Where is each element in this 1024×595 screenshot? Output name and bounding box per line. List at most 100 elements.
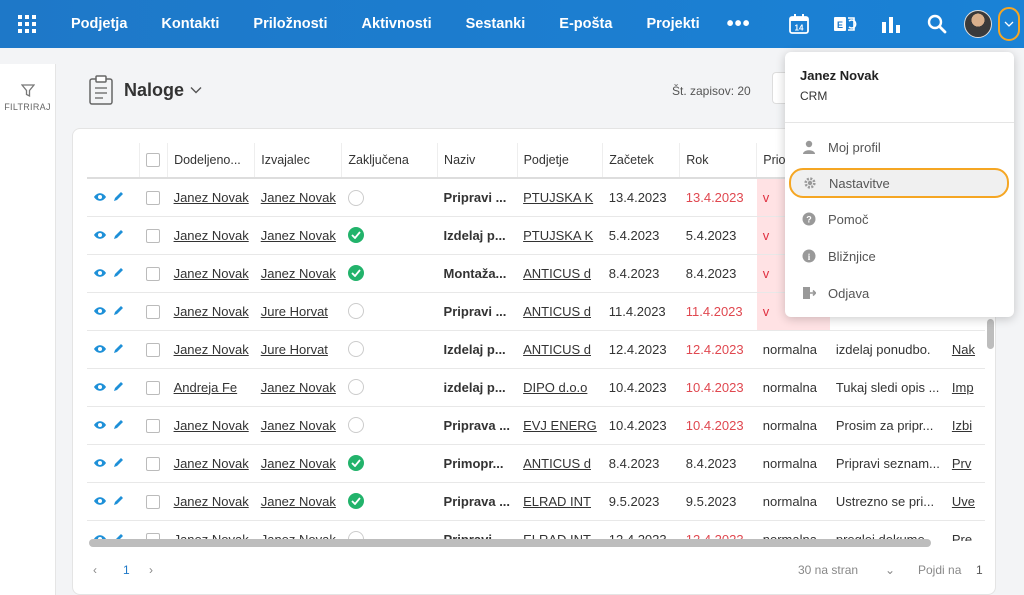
next-page-button[interactable]: › [149, 563, 153, 577]
table-row[interactable]: Janez Novak Janez Novak Pripravi ... ELRAD … [87, 520, 985, 541]
user-menu-toggle-button[interactable] [998, 7, 1020, 41]
edit-pencil-icon[interactable] [113, 495, 124, 506]
menu-item-logout[interactable]: Odjava [790, 278, 1008, 308]
prev-page-button[interactable]: ‹ [93, 563, 97, 577]
edit-pencil-icon[interactable] [113, 229, 124, 240]
cell-executor[interactable]: Janez Novak [254, 254, 342, 293]
row-checkbox[interactable] [145, 191, 160, 206]
cell-title[interactable]: Priprava ... [437, 482, 518, 521]
row-checkbox[interactable] [145, 304, 160, 319]
exchange-sync-icon[interactable]: E [822, 0, 868, 48]
menu-item-profile[interactable]: Moj profil [790, 132, 1008, 162]
row-select[interactable] [139, 330, 168, 369]
column-header-completed[interactable]: Zaključena [341, 143, 439, 179]
table-row[interactable]: Janez Novak Jure Horvat Izdelaj p... ANTICU… [87, 330, 985, 369]
page-size-chevron-icon[interactable]: ⌄ [885, 563, 896, 577]
filter-button[interactable]: FILTRIRAJ [0, 64, 55, 112]
nav-aktivnosti[interactable]: Aktivnosti [361, 16, 432, 32]
cell-title[interactable]: Izdelaj p... [437, 330, 518, 369]
user-avatar[interactable] [960, 0, 996, 48]
view-selector-chevron-icon[interactable] [190, 86, 202, 94]
edit-pencil-icon[interactable] [113, 419, 124, 430]
not-completed-circle-icon[interactable] [347, 417, 364, 434]
cell-assigned[interactable]: Janez Novak [167, 216, 255, 255]
cell-title[interactable]: Izdelaj p... [437, 216, 518, 255]
goto-page-input[interactable]: 1 [976, 563, 983, 577]
row-checkbox[interactable] [145, 228, 160, 243]
cell-title[interactable]: Pripravi ... [437, 178, 518, 217]
cell-assigned[interactable]: Janez Novak [167, 330, 255, 369]
row-checkbox[interactable] [145, 494, 160, 509]
cell-title[interactable]: Primopr... [437, 444, 518, 483]
menu-item-settings[interactable]: Nastavitve [789, 168, 1009, 198]
nav-kontakti[interactable]: Kontakti [161, 16, 220, 32]
view-eye-icon[interactable] [93, 344, 107, 354]
nav-podjetja[interactable]: Podjetja [71, 16, 128, 32]
cell-company[interactable]: ELRAD INT [517, 482, 603, 521]
header-select-all[interactable] [139, 143, 169, 179]
menu-item-help[interactable]: ? Pomoč [790, 204, 1008, 234]
cell-executor[interactable]: Janez Novak [254, 368, 342, 407]
cell-title[interactable]: Pripravi ... [437, 520, 518, 541]
table-row[interactable]: Janez Novak Janez Novak Priprava ... EVJ EN… [87, 406, 985, 445]
cell-assigned[interactable]: Andreja Fe [167, 368, 255, 407]
row-select[interactable] [139, 482, 168, 521]
row-select[interactable] [139, 292, 168, 331]
cell-title[interactable]: Pripravi ... [437, 292, 518, 331]
cell-assigned[interactable]: Janez Novak [167, 406, 255, 445]
row-select[interactable] [139, 406, 168, 445]
cell-title[interactable]: Priprava ... [437, 406, 518, 445]
column-header-due[interactable]: Rok [679, 143, 758, 179]
edit-pencil-icon[interactable] [113, 381, 124, 392]
cell-company[interactable]: PTUJSKA K [517, 216, 603, 255]
cell-assigned[interactable]: Janez Novak [167, 520, 255, 541]
nav-priloznosti[interactable]: Priložnosti [253, 16, 328, 32]
view-eye-icon[interactable] [93, 458, 107, 468]
row-select[interactable] [139, 216, 168, 255]
cell-assigned[interactable]: Janez Novak [167, 254, 255, 293]
view-eye-icon[interactable] [93, 230, 107, 240]
cell-executor[interactable]: Janez Novak [254, 178, 342, 217]
table-row[interactable]: Andreja Fe Janez Novak izdelaj p... DIPO d.… [87, 368, 985, 407]
table-row[interactable]: Janez Novak Janez Novak Priprava ... ELRAD … [87, 482, 985, 521]
cell-executor[interactable]: Janez Novak [254, 216, 342, 255]
not-completed-circle-icon[interactable] [347, 379, 364, 396]
completed-check-icon[interactable] [347, 455, 364, 472]
row-checkbox[interactable] [145, 456, 160, 471]
row-checkbox[interactable] [145, 532, 160, 541]
column-header-assigned[interactable]: Dodeljeno... [167, 143, 256, 179]
view-eye-icon[interactable] [93, 382, 107, 392]
cell-company[interactable]: ANTICUS d [517, 292, 603, 331]
cell-executor[interactable]: Janez Novak [254, 406, 342, 445]
cell-company[interactable]: DIPO d.o.o [517, 368, 603, 407]
nav-projekti[interactable]: Projekti [646, 16, 700, 32]
view-eye-icon[interactable] [93, 496, 107, 506]
row-select[interactable] [139, 178, 168, 217]
view-eye-icon[interactable] [93, 306, 107, 316]
current-page[interactable]: 1 [123, 563, 130, 577]
menu-item-shortcuts[interactable]: i Bližnjice [790, 241, 1008, 271]
row-select[interactable] [139, 368, 168, 407]
cell-extra[interactable]: Nak [945, 330, 985, 369]
cell-title[interactable]: Montaža... [437, 254, 518, 293]
select-all-checkbox[interactable] [146, 153, 161, 168]
view-eye-icon[interactable] [93, 268, 107, 278]
column-header-start[interactable]: Začetek [602, 143, 681, 179]
view-eye-icon[interactable] [93, 192, 107, 202]
column-header-title[interactable]: Naziv [437, 143, 518, 179]
cell-company[interactable]: ELRAD INT [517, 520, 603, 541]
column-header-executor[interactable]: Izvajalec [254, 143, 343, 179]
nav-sestanki[interactable]: Sestanki [465, 16, 526, 32]
column-header-company[interactable]: Podjetje [517, 143, 604, 179]
row-checkbox[interactable] [145, 380, 160, 395]
nav-more-button[interactable]: ••• [726, 12, 751, 35]
not-completed-circle-icon[interactable] [347, 531, 364, 541]
cell-company[interactable]: ANTICUS d [517, 444, 603, 483]
cell-extra[interactable]: Pre [945, 520, 985, 541]
row-checkbox[interactable] [145, 418, 160, 433]
cell-assigned[interactable]: Janez Novak [167, 292, 255, 331]
not-completed-circle-icon[interactable] [347, 303, 364, 320]
cell-extra[interactable]: Uve [945, 482, 985, 521]
apps-grid-icon[interactable] [0, 0, 54, 48]
cell-extra[interactable]: Prv [945, 444, 985, 483]
